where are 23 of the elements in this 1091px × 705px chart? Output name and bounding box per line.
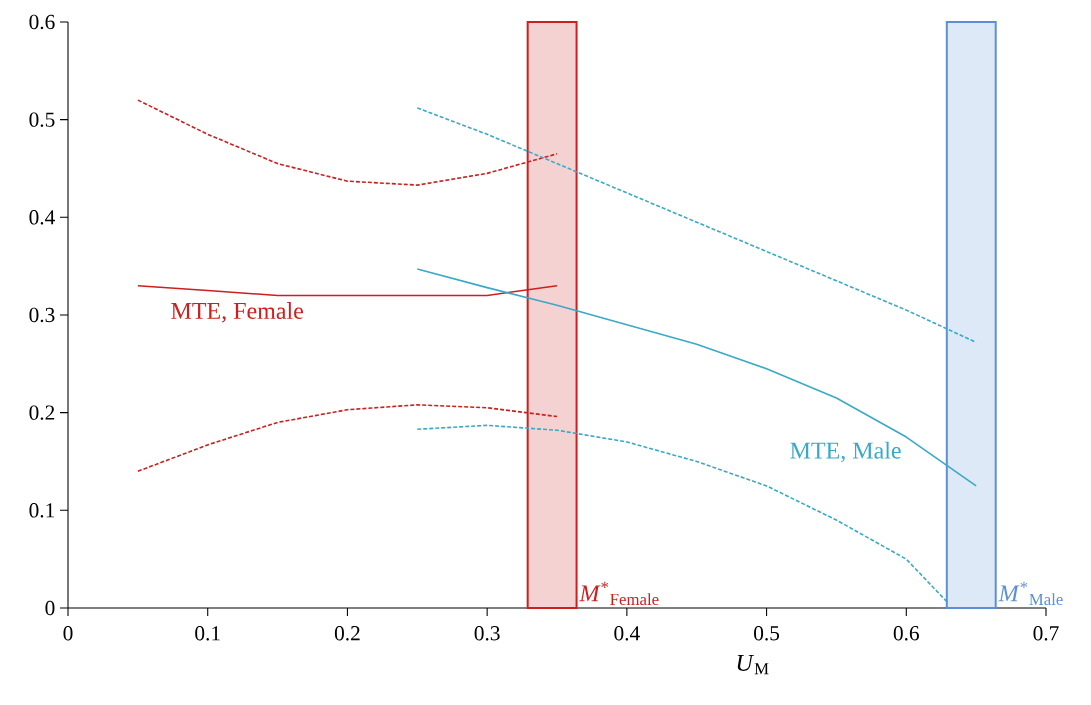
line-series — [416, 424, 949, 604]
line-series — [416, 107, 977, 344]
x-tick-label: 0.4 — [614, 626, 640, 641]
y-tick-label: 0.3 — [29, 307, 55, 323]
band-label: M$^{*}$Female — [579, 581, 659, 606]
x-tick-label: 0.1 — [195, 626, 220, 641]
y-tick-label: 0.5 — [29, 112, 55, 127]
band-label: M$^{*}$Male — [998, 581, 1063, 606]
x-tick-label: 0.2 — [334, 626, 360, 641]
series-label: MTE, Female — [171, 302, 304, 323]
x-tick-label: 0 — [63, 626, 73, 641]
line-series — [416, 268, 977, 487]
series-label: MTE, Male — [790, 441, 901, 463]
y-tick-label: 0.6 — [29, 14, 55, 30]
y-tick-label: 0.2 — [29, 405, 55, 420]
x-tick-label: 0.7 — [1033, 626, 1059, 641]
x-axis-title: U$_{M}$ — [737, 655, 769, 675]
x-tick-label: 0.6 — [893, 626, 919, 641]
y-tick-label: 0 — [45, 600, 55, 616]
y-tick-label: 0.4 — [29, 210, 55, 225]
x-tick-label: 0.3 — [474, 626, 500, 641]
x-tick-label: 0.5 — [754, 626, 780, 641]
y-tick-label: 0.1 — [29, 503, 55, 518]
